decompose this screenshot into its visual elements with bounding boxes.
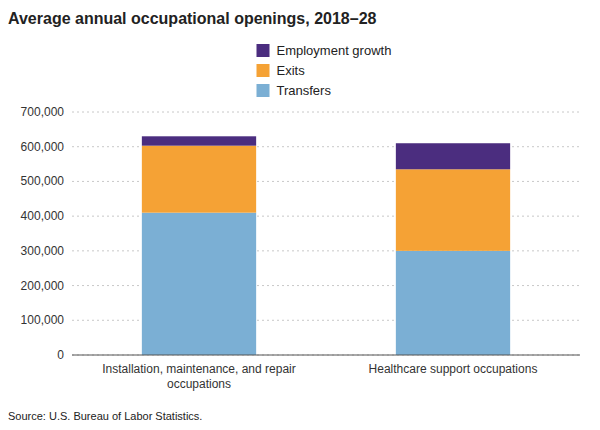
x-tick-label-line: Installation, maintenance, and repair <box>102 362 295 376</box>
bar <box>142 213 256 355</box>
x-axis: Installation, maintenance, and repairocc… <box>72 355 580 391</box>
legend-label: Exits <box>277 63 306 78</box>
bar <box>142 146 256 213</box>
grid <box>72 112 580 355</box>
legend-label: Transfers <box>277 83 332 98</box>
legend-swatch <box>257 44 270 57</box>
annotation: Source: U.S. Bureau of Labor Statistics. <box>8 410 202 422</box>
chart-svg: Average annual occupational openings, 20… <box>0 0 600 430</box>
legend-swatch <box>257 84 270 97</box>
y-axis: 0 100,000 200,000 300,000 400,000 500,000 600,… <box>21 105 65 362</box>
y-tick-label: 100,000 <box>21 313 65 327</box>
bars <box>142 136 510 355</box>
title: Average annual occupational openings, 20… <box>8 10 377 27</box>
bar <box>396 169 510 251</box>
y-tick-label: 300,000 <box>21 244 65 258</box>
x-tick-label: Healthcare support occupations <box>369 362 538 376</box>
legend-swatch <box>257 64 270 77</box>
y-tick-label: 600,000 <box>21 140 65 154</box>
bar <box>142 136 256 145</box>
y-tick-label: 400,000 <box>21 209 65 223</box>
x-tick-label-line: Healthcare support occupations <box>369 362 538 376</box>
y-tick-label: 700,000 <box>21 105 65 119</box>
y-tick-label: 200,000 <box>21 279 65 293</box>
chart-container: Average annual occupational openings, 20… <box>0 0 600 430</box>
y-tick-label: 500,000 <box>21 174 65 188</box>
legend-label: Employment growth <box>277 43 392 58</box>
x-tick-label: Installation, maintenance, and repairocc… <box>102 362 295 391</box>
x-tick-label-line: occupations <box>167 377 231 391</box>
legend: Employment growth Exits Transfers <box>257 43 392 98</box>
grid-line <box>72 112 580 113</box>
grid-line <box>72 355 580 356</box>
bar <box>396 143 510 169</box>
x-axis-line <box>72 355 580 356</box>
y-tick-label: 0 <box>57 348 64 362</box>
bar <box>396 251 510 355</box>
